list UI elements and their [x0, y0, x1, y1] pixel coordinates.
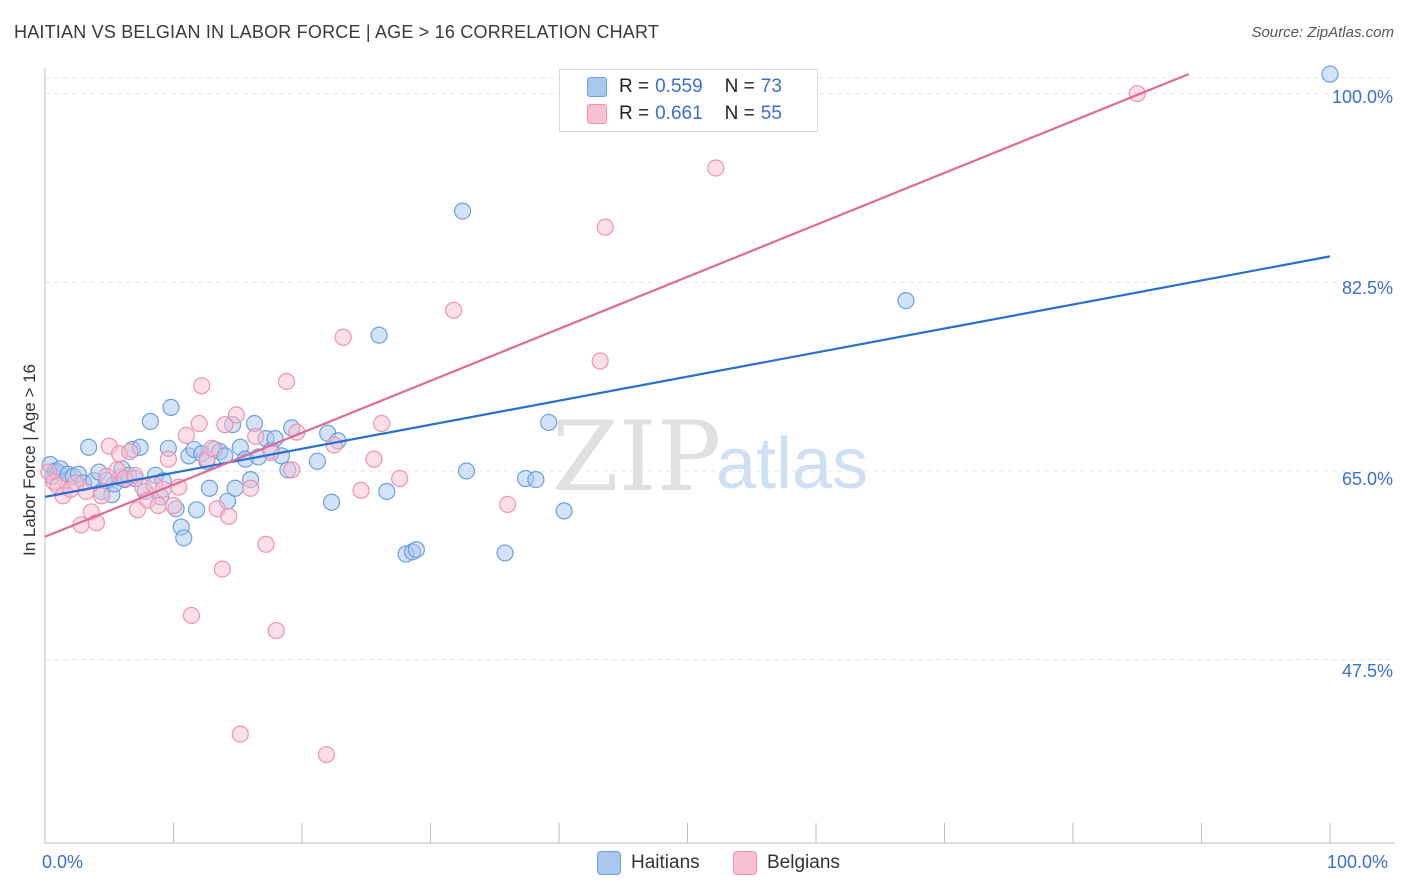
haitians-point — [226, 479, 244, 497]
haitians-point — [162, 398, 180, 416]
haitians-point — [527, 471, 545, 489]
belgians-point — [283, 461, 301, 479]
belgians-legend-label: Belgians — [767, 852, 840, 873]
haitians-point — [141, 412, 159, 430]
belgians-r-label: R = — [619, 103, 650, 124]
haitians-swatch — [587, 77, 607, 97]
belgians-r-value: 0.661 — [655, 103, 703, 124]
haitians-point — [555, 502, 573, 520]
haitians-point — [188, 501, 206, 519]
belgians-points — [40, 84, 1146, 764]
belgians-point — [267, 621, 285, 640]
belgians-point — [182, 606, 201, 625]
belgians-point — [707, 159, 725, 177]
haitians-point — [454, 202, 472, 220]
belgians-point — [591, 352, 609, 370]
belgians-swatch — [587, 104, 607, 124]
y-tick-label-47-5: 47.5% — [1341, 661, 1393, 681]
haitians-n-value: 73 — [760, 76, 782, 97]
belgians-point — [277, 372, 296, 391]
belgians-point — [203, 439, 221, 457]
belgians-point — [499, 495, 517, 514]
belgians-point — [231, 725, 249, 743]
x-tick-label-100: 100.0% — [1327, 852, 1389, 872]
y-tick-label-65: 65.0% — [1341, 469, 1393, 489]
y-axis-title: In Labor Force | Age > 16 — [20, 363, 39, 557]
haitians-legend-label: Haitians — [631, 852, 700, 873]
belgians-point — [92, 487, 111, 505]
belgians-point — [177, 426, 195, 444]
belgians-point — [373, 414, 391, 433]
belgians-point — [391, 469, 409, 488]
haitians-trendline — [44, 255, 1331, 498]
belgians-point — [77, 482, 95, 501]
haitians-point — [378, 482, 396, 501]
haitians-n-label: N = — [724, 76, 755, 97]
legend-row-belgians: R = 0.661 N = 55 — [587, 102, 782, 126]
haitians-point — [1321, 65, 1339, 83]
haitians-point — [540, 413, 558, 432]
belgians-point — [257, 535, 275, 553]
chart-title: HAITIAN VS BELGIAN IN LABOR FORCE | AGE … — [14, 22, 660, 42]
belgians-point — [325, 436, 343, 454]
belgians-point — [365, 450, 383, 468]
belgians-point — [190, 414, 208, 433]
haitians-r-value: 0.559 — [655, 76, 703, 97]
haitians-point — [80, 438, 98, 456]
axes — [44, 68, 1395, 844]
belgians-point — [193, 377, 211, 395]
haitians-point — [175, 529, 193, 547]
belgians-point — [164, 496, 183, 515]
belgians-point — [596, 218, 614, 236]
y-tick-label-82-5: 82.5% — [1341, 278, 1393, 298]
haitians-legend-swatch — [597, 851, 621, 875]
haitians-point — [897, 292, 915, 310]
belgians-point — [159, 450, 177, 468]
haitians-r-label: R = — [619, 76, 650, 97]
series-legend: Haitians Belgians — [0, 851, 1406, 877]
x-tick-label-0: 0.0% — [42, 852, 84, 872]
legend-row-haitians: R = 0.559 N = 73 — [587, 75, 782, 99]
haitians-point — [370, 326, 388, 344]
watermark-atlas: atlas — [716, 424, 868, 504]
belgians-legend-swatch — [733, 851, 757, 875]
belgians-point — [242, 479, 260, 497]
belgians-n-label: N = — [724, 103, 755, 124]
source-credit: Source: ZipAtlas.com — [1251, 24, 1394, 41]
haitians-point — [308, 452, 327, 470]
stats-legend: R = 0.559 N = 73 R = 0.661 N = 55 — [559, 69, 818, 132]
belgians-point — [445, 301, 463, 319]
belgians-point — [220, 507, 238, 525]
belgians-n-value: 55 — [760, 103, 782, 124]
watermark: ZIP atlas — [552, 401, 868, 513]
haitians-point — [322, 493, 341, 511]
haitians-point — [496, 544, 514, 562]
trendlines — [44, 73, 1331, 538]
belgians-point — [121, 442, 139, 461]
belgians-trendline — [44, 73, 1190, 538]
belgians-point — [247, 427, 265, 446]
haitians-point — [200, 479, 219, 497]
belgians-point — [149, 496, 167, 515]
belgians-point — [227, 406, 246, 424]
belgians-point — [317, 745, 336, 764]
legend-item-haitians[interactable]: Haitians — [597, 851, 700, 875]
legend-item-belgians[interactable]: Belgians — [733, 851, 840, 875]
belgians-point — [213, 560, 231, 578]
belgians-point — [216, 416, 234, 434]
haitians-point — [407, 541, 425, 559]
watermark-zip: ZIP — [552, 401, 721, 513]
belgians-point — [334, 328, 352, 346]
belgians-point — [352, 481, 370, 499]
haitians-point — [457, 462, 476, 480]
y-tick-label-100: 100.0% — [1331, 87, 1393, 107]
